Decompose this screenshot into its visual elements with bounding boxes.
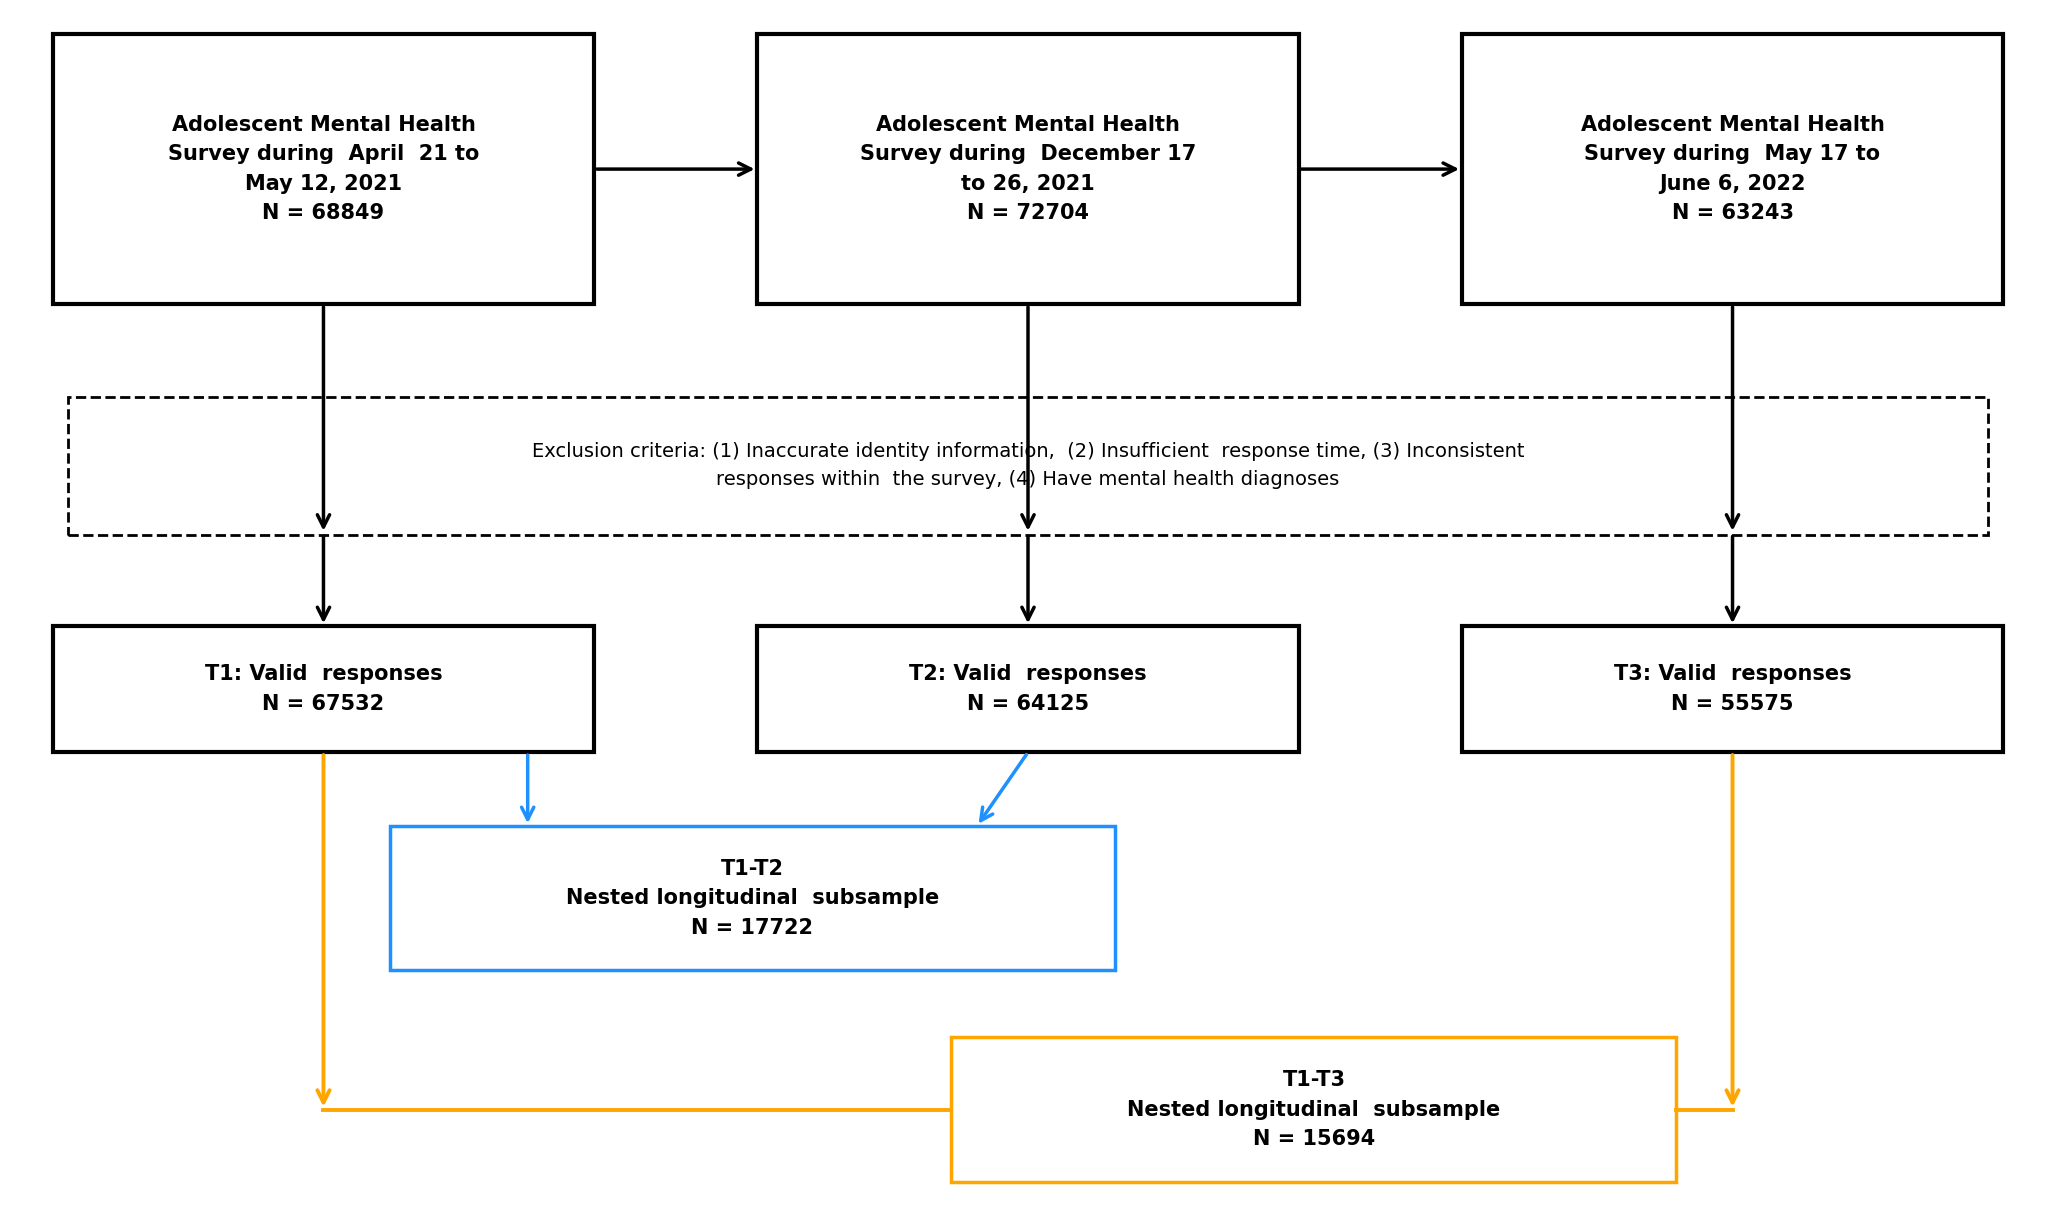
FancyBboxPatch shape (53, 34, 594, 304)
FancyBboxPatch shape (757, 34, 1299, 304)
Text: Exclusion criteria: (1) Inaccurate identity information,  (2) Insufficient  resp: Exclusion criteria: (1) Inaccurate ident… (533, 442, 1523, 490)
Text: T3: Valid  responses
N = 55575: T3: Valid responses N = 55575 (1614, 665, 1850, 714)
FancyBboxPatch shape (1462, 626, 2003, 752)
Text: T1: Valid  responses
N = 67532: T1: Valid responses N = 67532 (206, 665, 442, 714)
FancyBboxPatch shape (1462, 34, 2003, 304)
Text: Adolescent Mental Health
Survey during  May 17 to
June 6, 2022
N = 63243: Adolescent Mental Health Survey during M… (1581, 114, 1885, 224)
Text: Adolescent Mental Health
Survey during  April  21 to
May 12, 2021
N = 68849: Adolescent Mental Health Survey during A… (169, 114, 479, 224)
FancyBboxPatch shape (68, 397, 1988, 535)
Text: Adolescent Mental Health
Survey during  December 17
to 26, 2021
N = 72704: Adolescent Mental Health Survey during D… (859, 114, 1197, 224)
FancyBboxPatch shape (952, 1038, 1676, 1182)
Text: T1-T2
Nested longitudinal  subsample
N = 17722: T1-T2 Nested longitudinal subsample N = … (565, 859, 940, 938)
FancyBboxPatch shape (53, 626, 594, 752)
Text: T2: Valid  responses
N = 64125: T2: Valid responses N = 64125 (909, 665, 1147, 714)
FancyBboxPatch shape (391, 826, 1114, 971)
Text: T1-T3
Nested longitudinal  subsample
N = 15694: T1-T3 Nested longitudinal subsample N = … (1127, 1070, 1501, 1149)
FancyBboxPatch shape (757, 626, 1299, 752)
